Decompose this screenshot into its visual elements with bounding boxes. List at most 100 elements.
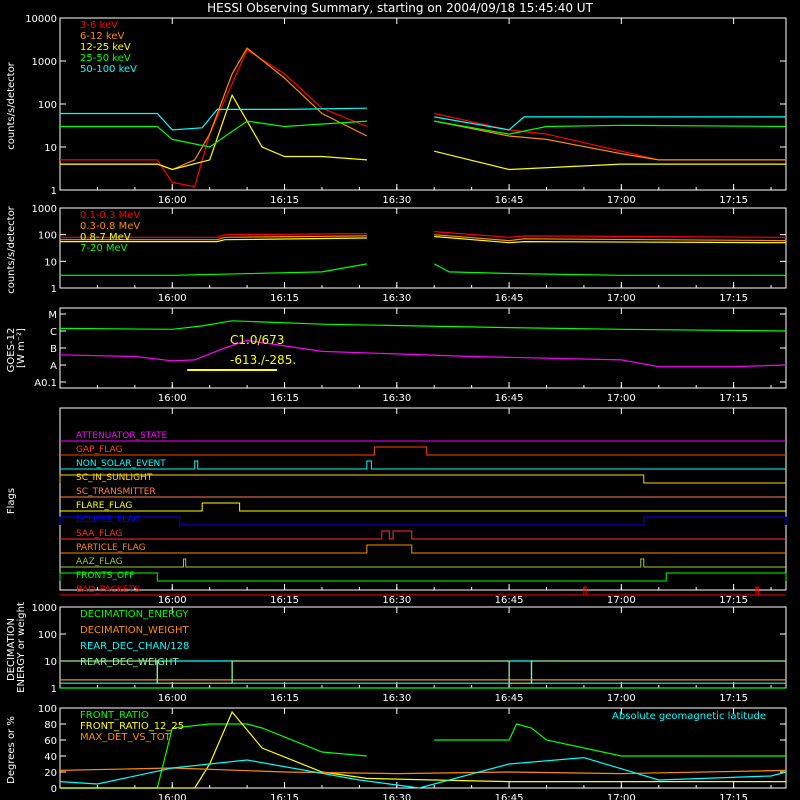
panel-frame <box>59 707 787 789</box>
y-tick-label: 20 <box>44 768 57 779</box>
legend-entry: FRONT_RATIO <box>80 710 149 721</box>
flag-line <box>60 530 786 540</box>
legend-entry: MAX_DET_VS_TOT <box>80 732 172 743</box>
y-axis-label: counts/s/detector <box>6 205 17 293</box>
legend-entry: 0.8-7 MeV <box>80 232 131 243</box>
legend-entry: 50-100 keV <box>80 64 137 75</box>
series-line <box>60 723 786 789</box>
y-tick-label: 10000 <box>25 14 57 25</box>
chart-title: HESSI Observing Summary, starting on 200… <box>207 1 593 15</box>
series-line <box>59 756 787 789</box>
x-tick-label: 17:15 <box>719 393 748 404</box>
flag-line <box>59 516 787 526</box>
legend-entry: REAR_DEC_CHAN/128 <box>80 641 189 652</box>
y-axis-label: DECIMATION <box>6 618 17 681</box>
flag-label: SAA_FLAG <box>76 529 122 539</box>
flag-line <box>59 474 786 484</box>
y-tick-label: 1 <box>51 284 57 295</box>
series-line <box>60 234 787 242</box>
x-tick-label: 17:00 <box>607 195 636 206</box>
flag-label: AAZ_FLAG <box>76 557 123 567</box>
x-tick-label: 16:45 <box>495 195 524 206</box>
x-tick-label: 16:00 <box>158 393 187 404</box>
panel-frame <box>59 207 787 289</box>
x-tick-label: 17:15 <box>719 595 748 606</box>
legend-entry: 0.1-0.3 MeV <box>80 210 140 221</box>
x-tick-label: 16:45 <box>495 293 524 304</box>
flag-label: SC_IN_SUNLIGHT <box>76 473 153 483</box>
y-tick-label: 10 <box>44 143 57 154</box>
flag-label: SC_TRANSMITTER <box>76 487 156 497</box>
x-tick-label: 16:45 <box>495 595 524 606</box>
y-tick-label: 1 <box>51 684 57 695</box>
series-line <box>60 235 787 244</box>
flag-label: PARTICLE_FLAG <box>76 543 146 553</box>
y-axis-label-2: ENERGY or weight <box>16 602 27 693</box>
flag-label: FRONTS_OFF <box>76 571 134 581</box>
flag-line <box>60 460 786 470</box>
panel-frame <box>59 307 787 389</box>
goes-annotation: C1.0/673 <box>230 333 284 347</box>
y-tick-label: 1000 <box>32 603 57 614</box>
y-tick-label: 10 <box>44 257 57 268</box>
x-tick-label: 16:30 <box>382 393 411 404</box>
y-axis-label: Flags <box>6 488 17 514</box>
series-line <box>60 120 787 148</box>
series-line <box>59 339 787 368</box>
panel-frame <box>59 407 787 591</box>
legend-entry: 0.3-0.8 MeV <box>80 221 140 232</box>
x-tick-label: 17:00 <box>607 595 636 606</box>
panel-3: 16:00 16:15 16:30 16:45 17:00 17:15 GOES-12 [W … <box>6 307 787 404</box>
x-tick-label: 16:30 <box>382 195 411 206</box>
legend-entry: 12-25 keV <box>80 42 131 53</box>
series-line <box>59 320 787 332</box>
x-tick-label: 16:15 <box>270 195 299 206</box>
x-tick-label: 16:45 <box>495 693 524 704</box>
x-tick-label: 16:15 <box>270 793 299 800</box>
x-tick-label: 16:30 <box>382 293 411 304</box>
y-tick-label: 100 <box>38 630 57 641</box>
y-tick-label: A <box>50 361 57 372</box>
x-tick-label: 16:15 <box>270 693 299 704</box>
flag-label: NON_SOLAR_EVENT <box>76 459 166 469</box>
goes-annotation: -613./-285. <box>230 353 296 367</box>
flag-line <box>59 572 787 582</box>
legend-entry: REAR_DEC_WEIGHT <box>80 657 179 668</box>
flag-line <box>60 544 786 554</box>
x-tick-label: 16:15 <box>270 293 299 304</box>
flag-line <box>60 558 786 568</box>
y-tick-label: 100 <box>38 231 57 242</box>
x-tick-label: 17:00 <box>607 793 636 800</box>
y-tick-label: 1000 <box>32 57 57 68</box>
y-tick-label: M <box>48 310 57 321</box>
flag-label: ATTENUATOR_STATE <box>76 431 168 441</box>
legend-entry: 7-20 MeV <box>80 243 128 254</box>
series-line <box>60 47 786 171</box>
x-tick-label: 16:00 <box>158 793 187 800</box>
x-tick-label: 16:30 <box>382 793 411 800</box>
x-tick-label: 17:00 <box>607 293 636 304</box>
x-tick-label: 17:15 <box>719 293 748 304</box>
series-line <box>60 660 786 684</box>
y-tick-label: 1000 <box>32 204 57 215</box>
series-line <box>60 263 786 276</box>
legend-entry: FRONT_RATIO_12_25 <box>80 721 184 732</box>
x-tick-label: 16:00 <box>158 595 187 606</box>
y-tick-label: C <box>50 327 57 338</box>
y-axis-label: Degrees or % <box>6 716 17 784</box>
x-tick-label: 17:00 <box>607 393 636 404</box>
series-line <box>60 49 786 188</box>
panel-2: 16:00 16:15 16:30 16:45 17:00 17:15 counts/s/d… <box>6 204 787 304</box>
flag-line <box>60 586 786 596</box>
y-tick-label: B <box>50 344 57 355</box>
panel-4: 16:00 16:15 16:30 16:45 17:00 17:15 Flags ATTEN… <box>6 407 787 606</box>
y-tick-label: 60 <box>44 736 57 747</box>
flag-label: BAD_PACKETS <box>76 585 140 595</box>
y-tick-label: 100 <box>38 704 57 715</box>
y-axis-label: counts/s/detector <box>6 61 17 149</box>
y-tick-label: 10 <box>44 657 57 668</box>
x-tick-label: 16:15 <box>270 393 299 404</box>
x-tick-label: 17:00 <box>607 693 636 704</box>
y-tick-label: 80 <box>44 720 57 731</box>
x-tick-label: 16:30 <box>382 693 411 704</box>
